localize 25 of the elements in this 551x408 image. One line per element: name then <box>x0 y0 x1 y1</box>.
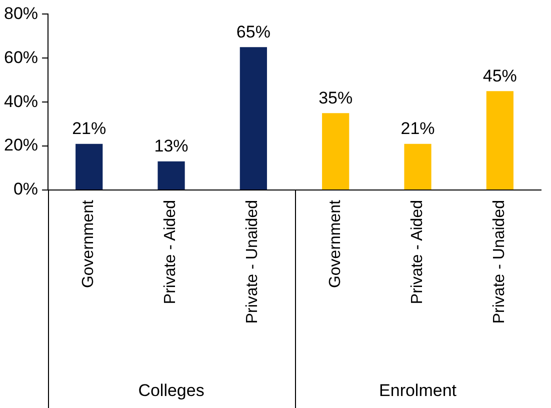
bar <box>486 91 514 190</box>
x-tick-label: Private - Aided <box>162 200 180 304</box>
bar <box>404 144 432 190</box>
y-tick-label: 80% <box>4 4 38 23</box>
x-tick-label: Private - Aided <box>408 200 427 304</box>
x-tick-label: Government <box>326 200 345 288</box>
data-label: 13% <box>154 136 188 156</box>
bar <box>322 113 350 190</box>
bar <box>76 144 103 190</box>
y-tick-label: 0% <box>13 180 38 199</box>
data-label: 65% <box>236 22 270 42</box>
text: Colleges <box>138 381 204 400</box>
x-tick-label: Government <box>80 200 98 288</box>
y-tick-label: 40% <box>4 92 38 111</box>
data-label: 21% <box>72 119 106 138</box>
y-tick-label: 60% <box>4 48 38 67</box>
data-label: 45% <box>482 66 517 86</box>
data-label: 35% <box>318 88 353 108</box>
bar <box>158 161 185 190</box>
bar <box>240 47 267 190</box>
x-tick-label: Private - Unaided <box>244 200 262 324</box>
data-label: 21% <box>400 119 435 138</box>
y-tick-label: 20% <box>4 136 38 155</box>
text: Enrolment <box>379 381 457 400</box>
x-tick-label: Private - Unaided <box>490 200 509 324</box>
